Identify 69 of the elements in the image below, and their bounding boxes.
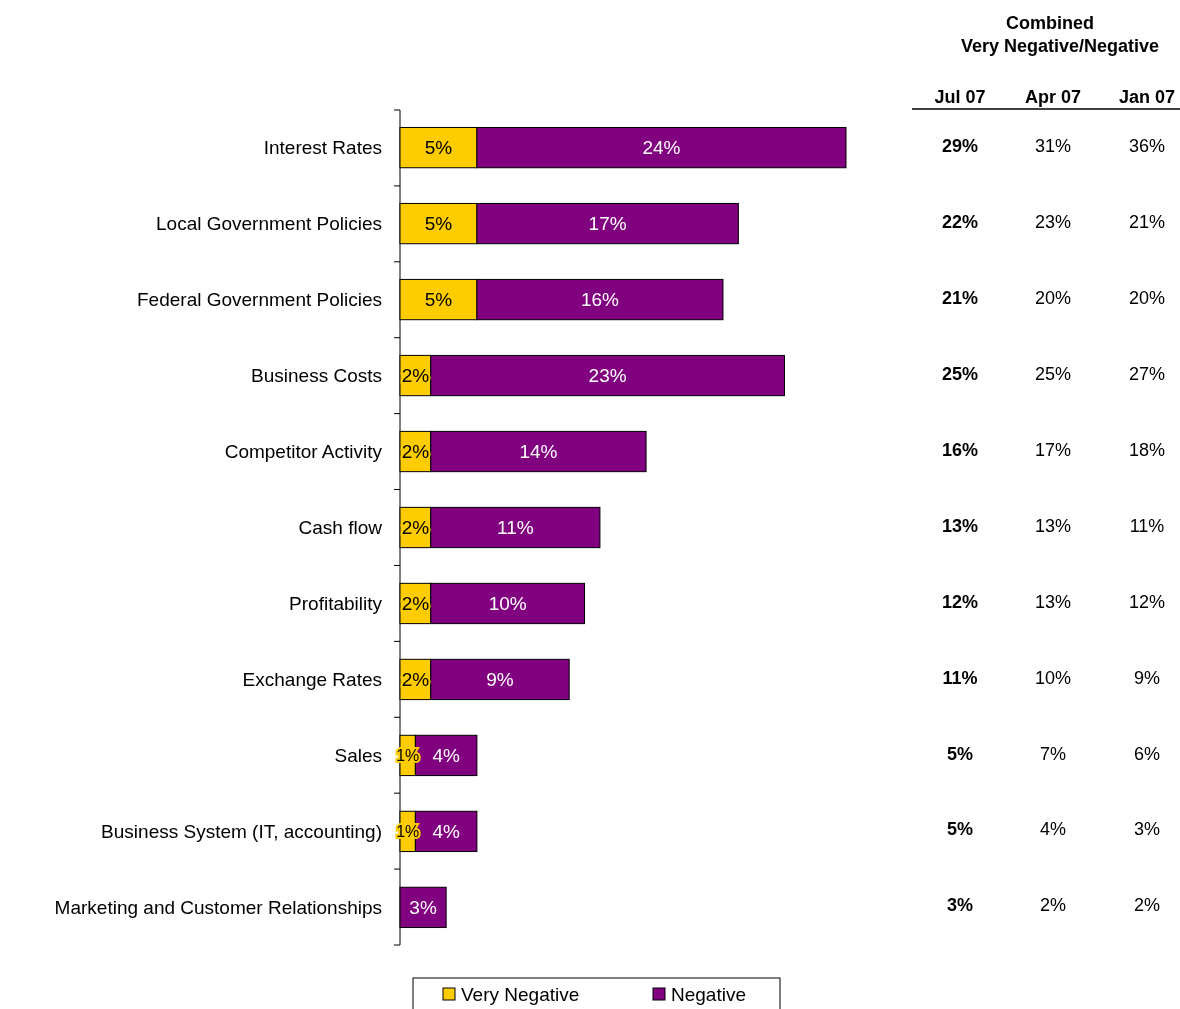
data-label: 10%: [488, 593, 527, 615]
legend-label: Negative: [671, 983, 746, 1005]
text: 12%: [1128, 591, 1166, 612]
data-label: 2%: [401, 593, 430, 615]
y-tick-label: Profitability: [289, 593, 383, 615]
data-label: 4%: [432, 745, 460, 767]
y-tick-label: Business Costs: [251, 365, 382, 387]
data-label: 5%: [424, 289, 453, 311]
text: Combined Very Negative/Negative: [960, 13, 1160, 56]
text: 36%: [1128, 136, 1166, 157]
y-tick-label: Business System (IT, accounting): [101, 821, 382, 843]
text: 5%: [946, 743, 974, 764]
y-tick-label: Sales: [334, 745, 382, 767]
y-tick-label: Marketing and Customer Relationships: [54, 897, 382, 919]
text: 25%: [1034, 363, 1072, 384]
text: 21%: [1128, 212, 1166, 233]
data-label: 9%: [486, 669, 514, 691]
data-label: 2%: [401, 365, 430, 387]
data-label: 4%: [432, 821, 460, 843]
category-label: Jul 07: [934, 87, 986, 107]
text: 20%: [1128, 288, 1166, 309]
text: 2%: [1133, 895, 1161, 916]
data-label: 24%: [642, 137, 681, 159]
text: 25%: [941, 363, 979, 384]
data-label: 5%: [424, 213, 453, 235]
category-label: Jan 07: [1118, 87, 1176, 107]
text: 6%: [1133, 743, 1161, 764]
data-label: 5%: [424, 137, 453, 159]
data-label: 16%: [580, 289, 620, 311]
text: 13%: [1034, 515, 1072, 536]
y-tick-label: Local Government Policies: [156, 213, 382, 235]
y-tick-label: Cash flow: [298, 517, 383, 539]
text: 11%: [1129, 515, 1165, 536]
text: 31%: [1034, 136, 1072, 157]
category-label: Apr 07: [1024, 87, 1082, 107]
text: 21%: [941, 288, 979, 309]
text: 2%: [1039, 895, 1067, 916]
data-label: 2%: [401, 441, 430, 463]
data-label: 2%: [401, 669, 430, 691]
y-tick-label: Exchange Rates: [242, 669, 382, 691]
text: 11%: [942, 667, 978, 688]
text: 22%: [941, 212, 979, 233]
text: 9%: [1133, 667, 1161, 688]
data-label: 2%: [401, 517, 430, 539]
text: 18%: [1128, 439, 1166, 460]
text: 3%: [1133, 819, 1161, 840]
text: 20%: [1034, 288, 1072, 309]
y-tick-label: Interest Rates: [263, 137, 382, 159]
text: 7%: [1039, 743, 1067, 764]
data-label: 14%: [519, 441, 558, 463]
text: 13%: [941, 515, 979, 536]
legend-label: Very Negative: [461, 983, 580, 1005]
text: 13%: [1034, 591, 1072, 612]
data-label: 17%: [588, 213, 627, 235]
text: 12%: [941, 591, 979, 612]
data-label: 3%: [409, 897, 437, 919]
text: 27%: [1128, 363, 1166, 384]
text: 29%: [941, 136, 979, 157]
text: 23%: [1034, 212, 1072, 233]
text: 3%: [946, 895, 974, 916]
text: 17%: [1034, 439, 1072, 460]
text: 10%: [1034, 667, 1072, 688]
y-tick-label: Competitor Activity: [224, 441, 383, 463]
data-label: 11%: [497, 517, 534, 539]
text: 5%: [946, 819, 974, 840]
text: 16%: [941, 439, 979, 460]
y-tick-label: Federal Government Policies: [137, 289, 382, 311]
text: 4%: [1039, 819, 1067, 840]
data-label: 23%: [588, 365, 627, 387]
